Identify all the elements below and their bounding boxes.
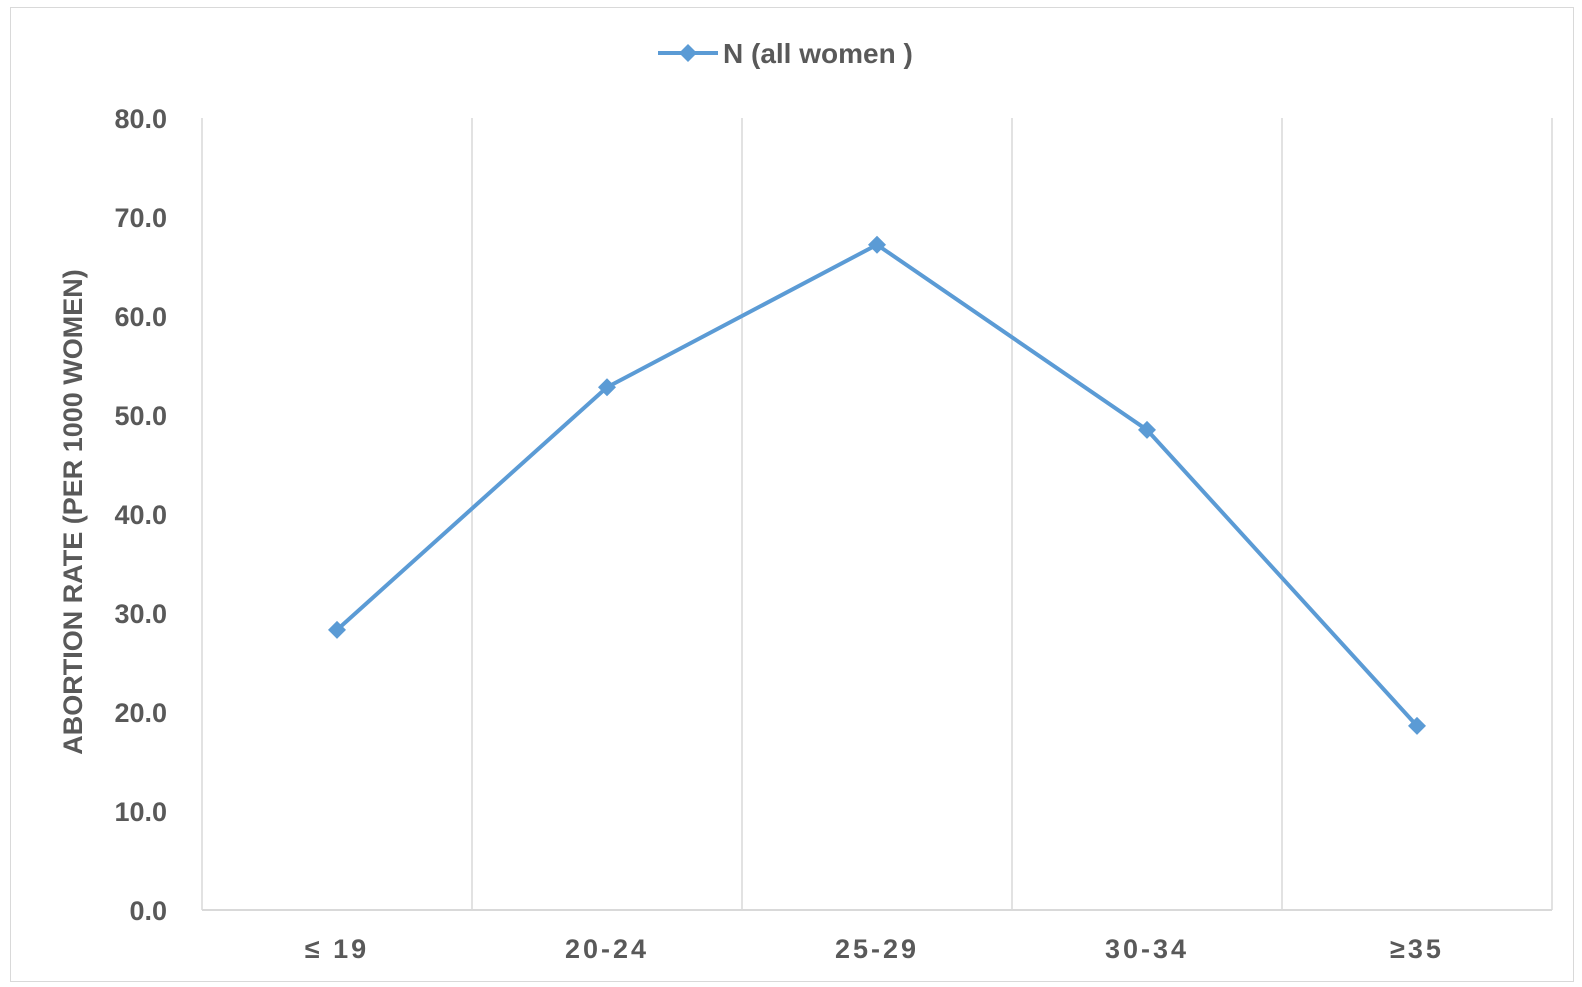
x-tick-label: 30-34 bbox=[1105, 934, 1189, 964]
chart-frame bbox=[10, 7, 1574, 982]
legend-marker-icon bbox=[679, 44, 697, 62]
data-point-marker bbox=[328, 620, 346, 639]
series-group bbox=[328, 235, 1426, 735]
y-tick-label: 20.0 bbox=[114, 698, 167, 728]
x-tick-label: ≥35 bbox=[1390, 934, 1444, 964]
x-tick-label: ≤ 19 bbox=[305, 934, 369, 964]
y-tick-label: 50.0 bbox=[114, 401, 167, 431]
x-axis-ticks: ≤ 19 20-24 25-29 30-34 ≥35 bbox=[305, 934, 1444, 964]
y-tick-label: 70.0 bbox=[114, 203, 167, 233]
data-point-marker bbox=[868, 235, 886, 254]
y-tick-label: 60.0 bbox=[114, 302, 167, 332]
y-tick-label: 30.0 bbox=[114, 599, 167, 629]
data-point-marker bbox=[1138, 420, 1156, 439]
x-tick-label: 25-29 bbox=[835, 934, 919, 964]
x-tick-label: 20-24 bbox=[565, 934, 649, 964]
y-tick-label: 10.0 bbox=[114, 797, 167, 827]
y-tick-label: 80.0 bbox=[114, 104, 167, 134]
legend-label: N (all women ) bbox=[723, 38, 913, 69]
data-point-marker bbox=[598, 378, 616, 397]
legend: N (all women ) bbox=[658, 38, 913, 69]
y-axis-label: ABORTION RATE (PER 1000 WOMEN) bbox=[58, 269, 88, 755]
y-axis-ticks: 0.0 10.0 20.0 30.0 40.0 50.0 60.0 70.0 80.0 bbox=[114, 104, 167, 926]
y-tick-label: 0.0 bbox=[129, 896, 167, 926]
gridlines bbox=[201, 118, 1553, 911]
y-tick-label: 40.0 bbox=[114, 500, 167, 530]
series-line bbox=[335, 242, 1419, 728]
data-point-marker bbox=[1408, 716, 1426, 735]
